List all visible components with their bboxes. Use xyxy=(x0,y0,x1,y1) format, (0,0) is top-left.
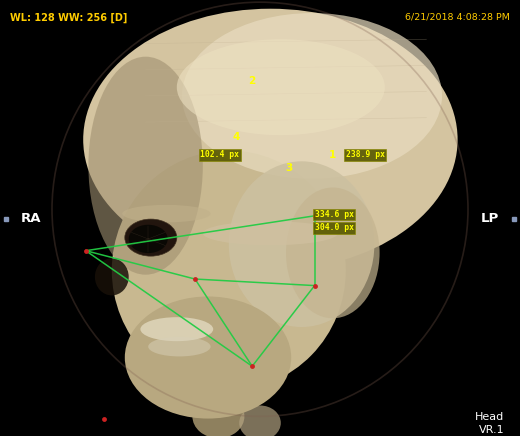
Ellipse shape xyxy=(122,205,211,222)
Ellipse shape xyxy=(148,337,211,357)
Ellipse shape xyxy=(125,219,177,256)
Text: LP: LP xyxy=(481,212,499,225)
Text: RA: RA xyxy=(21,212,41,225)
Text: Head
VR.1: Head VR.1 xyxy=(475,412,504,435)
Text: 2: 2 xyxy=(249,76,256,85)
Ellipse shape xyxy=(88,57,203,275)
Ellipse shape xyxy=(203,221,338,245)
Text: 304.0 px: 304.0 px xyxy=(315,223,354,232)
Ellipse shape xyxy=(239,405,281,436)
Ellipse shape xyxy=(129,225,167,253)
Ellipse shape xyxy=(182,13,442,179)
Ellipse shape xyxy=(286,187,380,318)
Text: 6/21/2018 4:08:28 PM: 6/21/2018 4:08:28 PM xyxy=(405,13,510,22)
Text: WL: 128 WW: 256 [D]: WL: 128 WW: 256 [D] xyxy=(10,12,128,23)
Text: 102.4 px: 102.4 px xyxy=(200,150,239,159)
Ellipse shape xyxy=(229,161,374,327)
Ellipse shape xyxy=(83,9,458,270)
Ellipse shape xyxy=(95,258,129,296)
Text: 1: 1 xyxy=(329,150,336,160)
Text: 238.9 px: 238.9 px xyxy=(346,150,385,159)
Ellipse shape xyxy=(112,150,346,390)
Ellipse shape xyxy=(177,39,385,135)
Text: 334.6 px: 334.6 px xyxy=(315,210,354,219)
Text: 3: 3 xyxy=(285,163,292,173)
Ellipse shape xyxy=(192,395,244,436)
Ellipse shape xyxy=(140,317,213,341)
Ellipse shape xyxy=(125,296,291,419)
Text: 4: 4 xyxy=(233,133,240,142)
